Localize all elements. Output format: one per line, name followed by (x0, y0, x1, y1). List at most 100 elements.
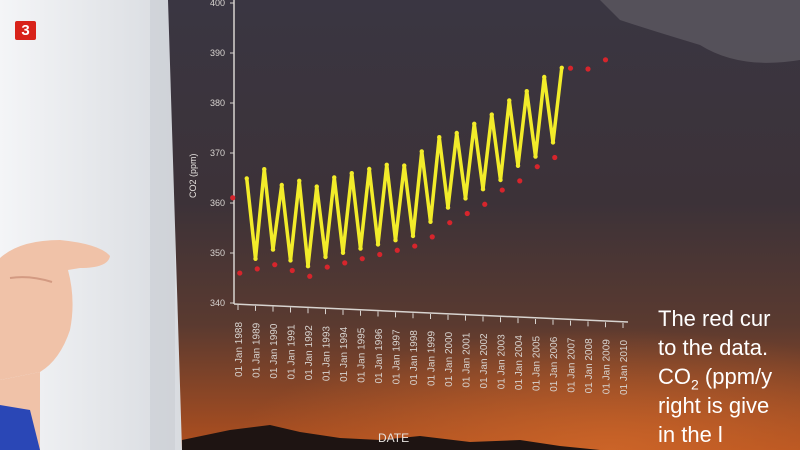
y-tick-label: 360 (210, 198, 225, 208)
caption-line-2: to the data. (658, 335, 769, 360)
x-tick-label: 01 Jan 1988 (234, 322, 245, 377)
x-tick-label: 01 Jan 2008 (584, 338, 595, 393)
yellow-data-point (472, 121, 477, 127)
caption-units: (ppm/y (698, 364, 773, 389)
x-tick-label: 01 Jan 1989 (252, 322, 263, 377)
yellow-data-point (314, 184, 319, 189)
red-data-point (272, 262, 278, 268)
x-tick-label: 01 Jan 2000 (444, 331, 455, 386)
red-data-point (324, 264, 330, 270)
yellow-data-point (323, 254, 328, 260)
yellow-data-point (524, 89, 529, 94)
yellow-data-point (428, 219, 433, 224)
x-tick-label: 01 Jan 1999 (427, 331, 438, 386)
caption-line-1: The red cur (658, 306, 771, 331)
y-tick-label: 380 (210, 98, 225, 108)
y-tick-label: 390 (210, 48, 225, 58)
x-tick-label: 01 Jan 1998 (409, 330, 420, 385)
yellow-data-point (349, 171, 354, 176)
caption-line-3: CO2 (ppm/y (658, 362, 800, 391)
yellow-data-point (253, 256, 258, 261)
red-data-point (482, 201, 488, 207)
x-tick-label: 01 Jan 2002 (479, 333, 490, 388)
x-tick-label: 01 Jan 1997 (392, 329, 403, 384)
yellow-data-point (515, 163, 521, 168)
x-tick-label: 01 Jan 1993 (322, 326, 333, 381)
red-data-point (412, 243, 418, 249)
x-axis-ticks: 01 Jan 1988 01 Jan 1989 01 Jan 1990 01 Jan … (234, 305, 630, 395)
red-data-point (567, 65, 574, 71)
x-tick-label: 01 Jan 2004 (514, 335, 525, 390)
x-tick-label: 01 Jan 1994 (339, 326, 350, 381)
yellow-data-point (332, 175, 337, 180)
red-data-point (534, 164, 540, 170)
presenter-hand (0, 240, 110, 450)
yellow-data-point (480, 187, 486, 192)
yellow-data-point (279, 182, 284, 188)
yellow-data-point (507, 98, 512, 103)
y-tick-label: 340 (210, 298, 225, 308)
x-tick-label: 01 Jan 1992 (304, 325, 315, 380)
poster-cloud (600, 0, 800, 63)
yellow-data-point (437, 135, 442, 140)
red-data-point (517, 178, 523, 184)
yellow-data-point (297, 178, 302, 183)
yellow-data-point (367, 166, 372, 172)
caption-line-4: right is give (658, 393, 770, 418)
x-tick-label: 01 Jan 1990 (269, 323, 280, 378)
yellow-data-point (402, 163, 407, 168)
yellow-data-point (288, 258, 293, 263)
red-data-point (359, 256, 365, 262)
red-data-point (394, 247, 400, 253)
x-tick-label: 01 Jan 1996 (374, 328, 385, 383)
poster-glow (168, 250, 800, 450)
yellow-data-point (270, 247, 276, 252)
x-tick-label: 01 Jan 1995 (357, 327, 368, 382)
red-data-point (429, 234, 435, 240)
yellow-data-point (419, 149, 424, 154)
yellow-data-point (340, 250, 346, 255)
red-data-point (499, 187, 505, 193)
yellow-data-point (559, 65, 564, 71)
x-tick-label: 01 Jan 2005 (532, 335, 543, 390)
red-data-point (602, 57, 609, 63)
yellow-data-point (262, 167, 267, 172)
caption-co2: CO (658, 364, 691, 389)
red-data-point (585, 66, 591, 72)
yellow-data-point (393, 238, 398, 243)
yellow-data-point (498, 177, 503, 183)
yellow-data-point (550, 140, 556, 145)
channel-logo: 3 (15, 21, 36, 40)
red-data-point (307, 273, 313, 279)
x-tick-label: 01 Jan 2003 (497, 334, 508, 389)
y-tick-label: 370 (210, 148, 225, 158)
x-tick-label: 01 Jan 1991 (287, 324, 298, 379)
yellow-data-point (454, 130, 459, 136)
yellow-data-point (410, 233, 416, 239)
y-tick-label: 350 (210, 248, 225, 258)
co2-data-points (230, 57, 609, 279)
red-data-point (254, 266, 260, 272)
y-axis-ticks: 340 350 360 370 380 390 400 (210, 0, 234, 308)
x-tick-label: 01 Jan 2007 (567, 337, 578, 392)
red-data-point (230, 195, 236, 201)
yellow-data-point (445, 205, 451, 210)
red-data-point (464, 210, 470, 217)
red-data-point (289, 267, 295, 274)
yellow-data-point (489, 112, 494, 117)
yellow-data-point (384, 162, 389, 167)
x-tick-label: 01 Jan 2010 (619, 340, 630, 395)
yellow-data-point (305, 264, 311, 269)
yellow-data-point (542, 74, 547, 80)
x-tick-label: 01 Jan 2001 (462, 332, 473, 387)
yellow-data-point (463, 196, 468, 201)
y-tick-label: 400 (210, 0, 225, 8)
yellow-data-point (358, 246, 363, 251)
red-data-point (237, 270, 243, 276)
yellow-data-point (375, 242, 381, 247)
yellow-data-point (244, 176, 249, 181)
y-axis-label: CO2 (ppm) (188, 153, 198, 198)
poster-caption: The red cur to the data. CO2 (ppm/y righ… (658, 304, 800, 449)
x-tick-label: 01 Jan 2006 (549, 336, 560, 391)
